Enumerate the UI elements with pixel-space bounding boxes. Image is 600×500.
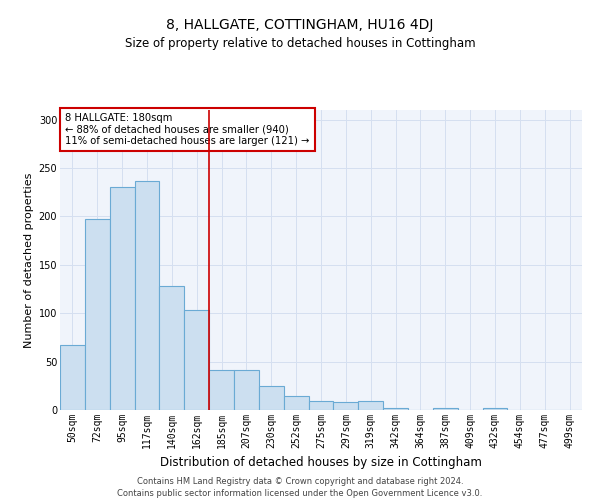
Bar	[209, 370, 234, 410]
Bar	[308, 402, 334, 410]
Bar	[259, 386, 284, 410]
Bar	[383, 408, 408, 410]
Bar	[433, 408, 458, 410]
Text: Contains public sector information licensed under the Open Government Licence v3: Contains public sector information licen…	[118, 489, 482, 498]
Bar	[358, 402, 383, 410]
X-axis label: Distribution of detached houses by size in Cottingham: Distribution of detached houses by size …	[160, 456, 482, 469]
Bar	[234, 370, 259, 410]
Text: Size of property relative to detached houses in Cottingham: Size of property relative to detached ho…	[125, 38, 475, 51]
Text: 8 HALLGATE: 180sqm
← 88% of detached houses are smaller (940)
11% of semi-detach: 8 HALLGATE: 180sqm ← 88% of detached hou…	[65, 113, 310, 146]
Bar	[160, 286, 184, 410]
Bar	[110, 188, 134, 410]
Bar	[334, 402, 358, 410]
Bar	[284, 396, 308, 410]
Text: 8, HALLGATE, COTTINGHAM, HU16 4DJ: 8, HALLGATE, COTTINGHAM, HU16 4DJ	[166, 18, 434, 32]
Bar	[60, 345, 85, 410]
Bar	[85, 220, 110, 410]
Bar	[482, 408, 508, 410]
Bar	[134, 180, 160, 410]
Text: Contains HM Land Registry data © Crown copyright and database right 2024.: Contains HM Land Registry data © Crown c…	[137, 478, 463, 486]
Bar	[184, 310, 209, 410]
Y-axis label: Number of detached properties: Number of detached properties	[25, 172, 34, 348]
